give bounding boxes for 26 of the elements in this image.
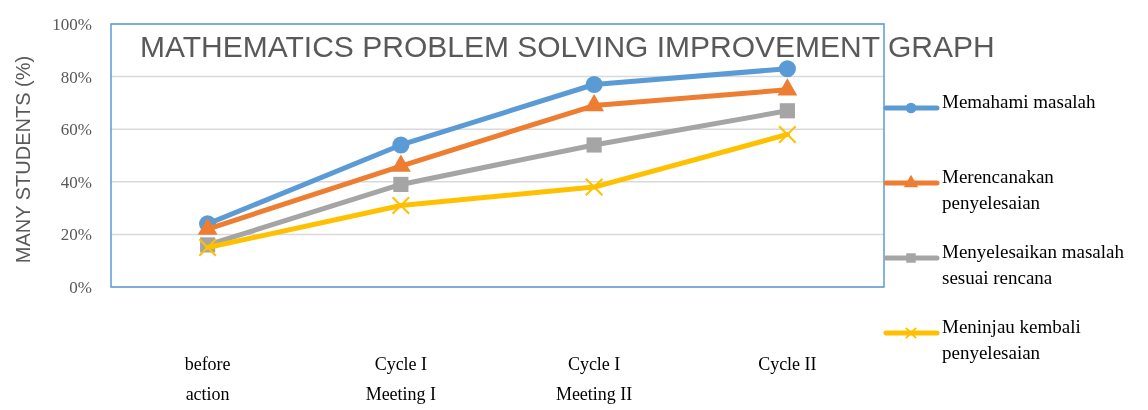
point [392, 136, 410, 154]
y-axis-title: MANY STUDENTS (%) [12, 55, 34, 264]
point [198, 238, 217, 257]
x-tick-label: Cycle I Meeting I [365, 354, 437, 404]
point [393, 176, 409, 193]
x-tick-label: before action [184, 354, 231, 404]
y-tick-label: 60% [60, 120, 92, 140]
legend-label: Meninjau kembali penyelesaian [942, 316, 1081, 363]
chart-title: MATHEMATICS PROBLEM SOLVING IMPROVEMENT GRAPH [140, 30, 995, 63]
y-tick-label: 20% [60, 225, 92, 245]
point [585, 75, 603, 94]
point [779, 103, 795, 119]
legend-label: Memahami masalah [942, 91, 1097, 112]
point [391, 196, 411, 215]
point [778, 60, 796, 78]
point [586, 137, 602, 153]
y-tick-label: 40% [60, 172, 92, 192]
legend-label: Merencanakan penyelesaian [942, 166, 1055, 213]
x-tick-label: Cycle II [758, 354, 817, 374]
y-tick-label: 100% [52, 14, 92, 34]
legend-label: Menyelesaikan masalah sesuai rencana [942, 241, 1125, 288]
point [778, 125, 797, 144]
y-tick-label: 0% [69, 277, 92, 297]
y-tick-label: 80% [60, 67, 92, 87]
x-tick-label: Cycle I Meeting II [555, 354, 633, 404]
point [584, 177, 604, 197]
